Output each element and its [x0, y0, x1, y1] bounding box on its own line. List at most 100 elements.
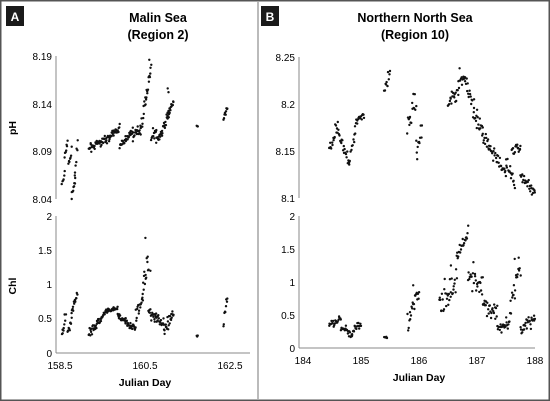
data-point — [481, 132, 484, 135]
data-point — [137, 312, 140, 315]
data-point — [413, 307, 416, 311]
data-point — [135, 319, 138, 322]
panel-a-chl-plot: 2 1.5 1 0.5 0 Chl 158.5 160.5 162.5 Juli… — [7, 212, 250, 389]
data-point — [459, 248, 463, 251]
data-point — [505, 164, 508, 167]
data-point — [408, 123, 411, 127]
data-point — [456, 89, 459, 92]
data-point — [466, 232, 469, 235]
data-point — [153, 137, 156, 140]
data-point — [166, 87, 169, 90]
panel-a-xtick-2: 162.5 — [217, 361, 242, 372]
data-point — [485, 145, 489, 148]
panel-b-ph-ytick-2: 8.2 — [281, 100, 295, 111]
data-point — [333, 324, 336, 327]
data-point — [63, 169, 66, 173]
data-point — [149, 138, 153, 142]
data-point — [142, 288, 145, 291]
data-point — [443, 277, 446, 281]
data-point — [141, 296, 144, 299]
data-point — [493, 147, 496, 150]
data-point — [529, 190, 532, 193]
data-point — [73, 302, 76, 305]
data-point — [145, 276, 148, 279]
data-point — [225, 300, 229, 303]
panel-b-chl-ytick-4: 2 — [289, 212, 295, 223]
data-point — [329, 141, 332, 144]
data-point — [133, 134, 136, 137]
data-point — [512, 284, 516, 287]
data-point — [60, 182, 63, 186]
data-point — [507, 323, 510, 326]
data-point — [64, 313, 68, 316]
data-point — [479, 289, 483, 292]
panel-a-chl-ytick-0: 0 — [46, 349, 52, 360]
panel-a-xlabel: Julian Day — [119, 377, 172, 389]
data-point — [451, 292, 454, 295]
data-point — [340, 141, 343, 145]
data-point — [105, 142, 109, 145]
data-point — [522, 328, 526, 331]
panel-b-xlabel: Julian Day — [393, 372, 446, 384]
data-point — [331, 322, 334, 325]
data-point — [224, 113, 227, 116]
panel-a-title-line2: (Region 2) — [127, 28, 188, 42]
data-point — [155, 128, 158, 132]
data-point — [224, 310, 227, 314]
data-point — [350, 333, 354, 336]
data-point — [408, 311, 412, 314]
data-point — [135, 316, 138, 320]
data-point — [387, 78, 390, 81]
data-point — [145, 96, 148, 99]
data-point — [494, 317, 497, 320]
data-point — [61, 332, 64, 335]
data-point — [476, 116, 479, 119]
data-point — [141, 299, 145, 302]
data-point — [167, 324, 170, 327]
data-point — [448, 99, 452, 103]
data-point — [479, 127, 482, 130]
data-point — [527, 178, 530, 182]
data-point — [70, 197, 73, 201]
panel-b-ph-ytick-1: 8.15 — [276, 147, 296, 158]
data-point — [440, 292, 444, 295]
data-point — [505, 166, 509, 169]
data-point — [524, 321, 527, 325]
data-point — [170, 316, 173, 319]
data-point — [135, 132, 138, 136]
data-point — [139, 133, 142, 136]
data-point — [149, 72, 152, 75]
data-point — [144, 98, 148, 101]
data-point — [151, 127, 155, 130]
data-point — [126, 138, 129, 141]
data-point — [412, 284, 415, 287]
data-point — [169, 109, 172, 112]
data-point — [449, 295, 452, 298]
data-point — [495, 315, 498, 318]
data-point — [472, 106, 476, 110]
data-point — [150, 63, 153, 66]
panel-b-chl-ytick-1: 0.5 — [281, 311, 295, 322]
data-point — [407, 329, 410, 332]
data-point — [532, 314, 536, 317]
data-point — [498, 156, 502, 160]
data-point — [139, 306, 142, 309]
data-point — [149, 269, 152, 272]
data-point — [504, 325, 507, 328]
data-point — [468, 277, 471, 281]
data-point — [511, 172, 514, 175]
data-point — [484, 132, 487, 136]
data-point — [489, 145, 492, 148]
data-point — [136, 307, 139, 311]
data-point — [159, 320, 162, 324]
data-point — [504, 174, 508, 178]
data-point — [499, 323, 502, 326]
data-point — [447, 103, 451, 106]
data-point — [118, 147, 121, 150]
data-point — [74, 300, 77, 303]
panel-b-xtick-4: 188 — [527, 356, 544, 367]
data-point — [163, 126, 167, 130]
data-point — [362, 116, 366, 120]
data-point — [471, 290, 474, 293]
data-point — [345, 156, 348, 159]
